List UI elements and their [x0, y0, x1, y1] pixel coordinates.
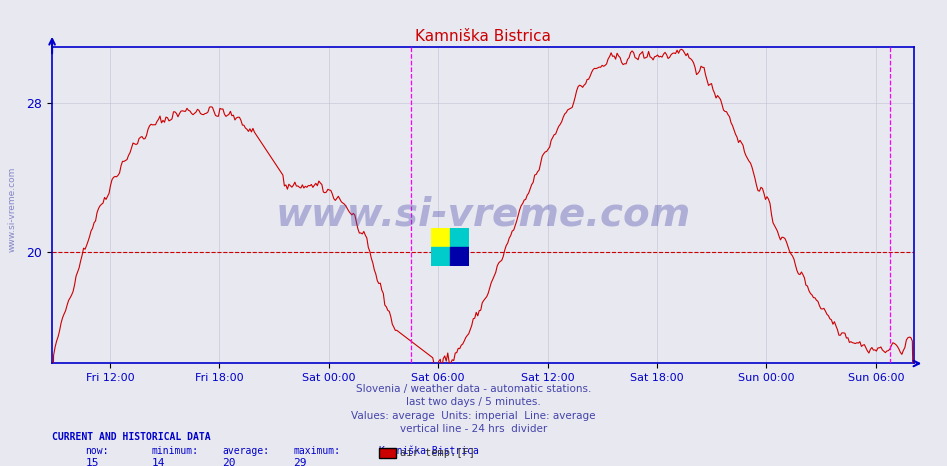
Text: vertical line - 24 hrs  divider: vertical line - 24 hrs divider [400, 424, 547, 433]
Bar [450, 228, 469, 247]
Bar [431, 228, 450, 247]
Text: 14: 14 [152, 458, 165, 466]
Text: Values: average  Units: imperial  Line: average: Values: average Units: imperial Line: av… [351, 411, 596, 420]
Text: air temp.[F]: air temp.[F] [400, 448, 474, 459]
Text: last two days / 5 minutes.: last two days / 5 minutes. [406, 397, 541, 407]
Bar [431, 247, 450, 266]
Text: average:: average: [223, 446, 270, 456]
Text: www.si-vreme.com: www.si-vreme.com [8, 167, 17, 253]
Bar [450, 247, 469, 266]
Text: 29: 29 [294, 458, 307, 466]
Text: Kamniška Bistrica: Kamniška Bistrica [379, 446, 478, 456]
Text: now:: now: [85, 446, 109, 456]
Text: minimum:: minimum: [152, 446, 199, 456]
Text: Slovenia / weather data - automatic stations.: Slovenia / weather data - automatic stat… [356, 384, 591, 394]
Text: maximum:: maximum: [294, 446, 341, 456]
Text: 15: 15 [85, 458, 98, 466]
Title: Kamniška Bistrica: Kamniška Bistrica [415, 29, 551, 44]
Text: 20: 20 [223, 458, 236, 466]
Text: CURRENT AND HISTORICAL DATA: CURRENT AND HISTORICAL DATA [52, 432, 211, 442]
Text: www.si-vreme.com: www.si-vreme.com [276, 196, 690, 233]
